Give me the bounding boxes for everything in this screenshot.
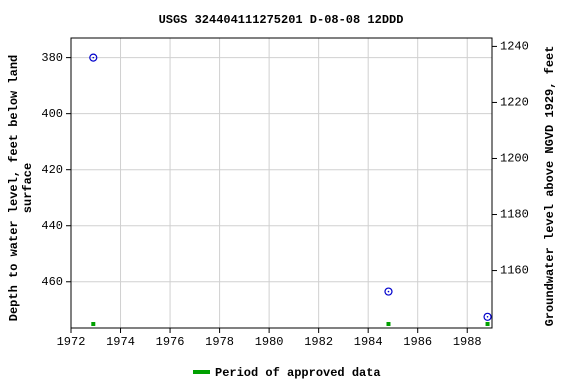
y-tick-label: 420	[41, 163, 63, 177]
y-axis-label: Depth to water level, feet below land	[7, 55, 21, 321]
x-tick-label: 1988	[453, 335, 482, 349]
x-tick-label: 1980	[255, 335, 284, 349]
x-tick-label: 1986	[403, 335, 432, 349]
x-tick-label: 1982	[304, 335, 333, 349]
y2-tick-label: 1220	[500, 96, 529, 110]
x-tick-label: 1984	[354, 335, 383, 349]
approved-marker	[386, 322, 391, 326]
approved-marker	[91, 322, 96, 326]
x-tick-label: 1974	[106, 335, 135, 349]
y2-axis-label: Groundwater level above NGVD 1929, feet	[543, 46, 557, 327]
data-point	[483, 312, 492, 321]
y2-tick-label: 1160	[500, 264, 529, 278]
data-point-center	[486, 315, 489, 318]
data-point	[89, 53, 98, 62]
y2-tick-label: 1240	[500, 40, 529, 54]
chart-title: USGS 324404111275201 D-08-08 12DDD	[159, 13, 404, 27]
approved-marker	[485, 322, 490, 326]
data-point-center	[92, 56, 95, 59]
y2-tick-label: 1180	[500, 208, 529, 222]
x-tick-label: 1976	[156, 335, 185, 349]
legend-label: Period of approved data	[215, 366, 381, 380]
plot-frame	[70, 37, 493, 329]
y-tick-label: 460	[41, 275, 63, 289]
y-axis-label: surface	[21, 163, 35, 213]
y-tick-label: 380	[41, 51, 63, 65]
x-tick-label: 1972	[57, 335, 86, 349]
y-tick-label: 440	[41, 219, 63, 233]
y-tick-label: 400	[41, 107, 63, 121]
data-point-center	[387, 290, 390, 293]
y2-tick-label: 1200	[500, 152, 529, 166]
data-point	[384, 287, 393, 296]
x-tick-label: 1978	[205, 335, 234, 349]
